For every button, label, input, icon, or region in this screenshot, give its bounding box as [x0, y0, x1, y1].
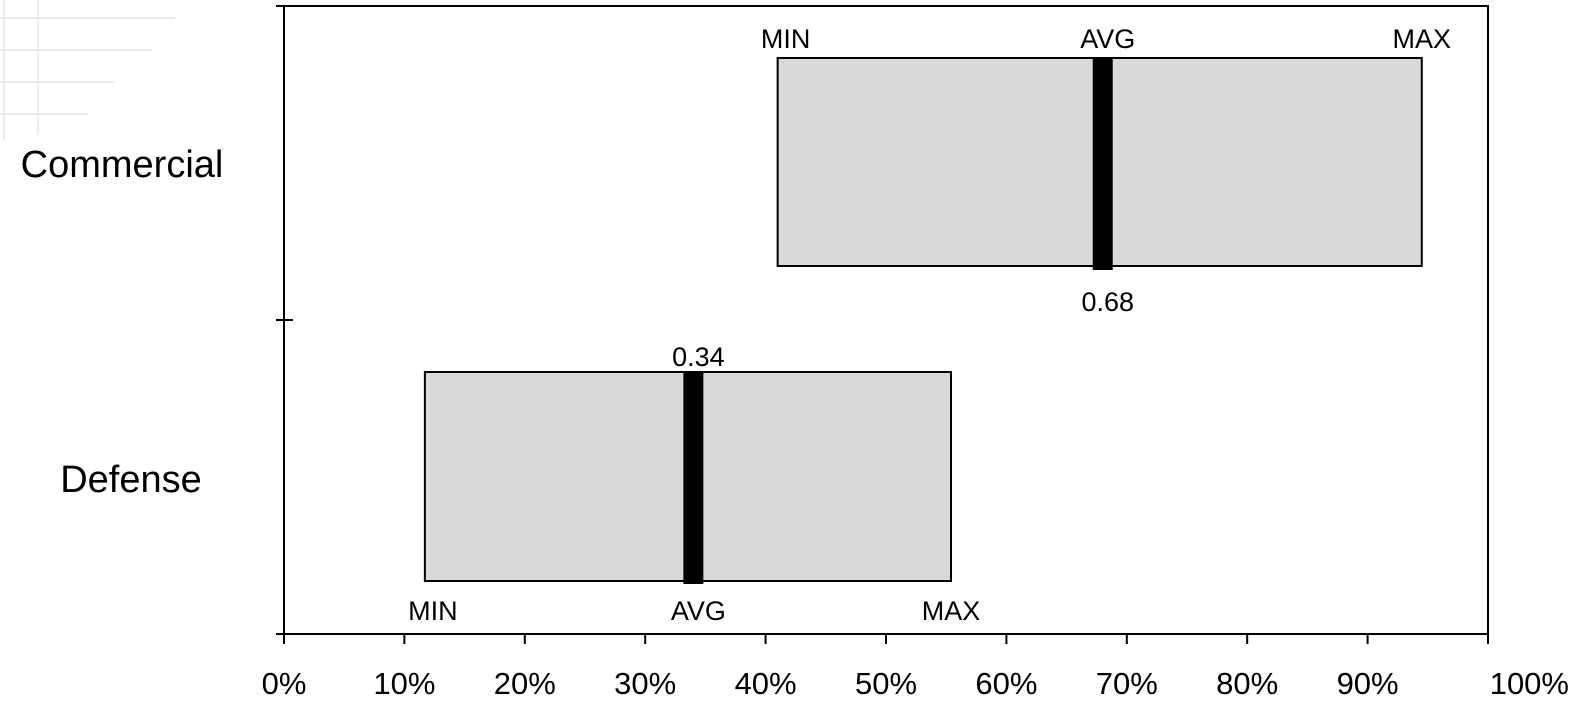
max-label: MAX	[922, 596, 981, 626]
x-tick-label: 40%	[735, 666, 797, 701]
category-label-defense: Defense	[60, 459, 202, 501]
x-tick-label: 80%	[1216, 666, 1278, 701]
avg-value-label: 0.34	[672, 342, 725, 372]
range-commercial: MIN AVG MAX 0.68	[761, 24, 1451, 317]
x-tick-label: 20%	[494, 666, 556, 701]
x-tick-label: 60%	[975, 666, 1037, 701]
x-tick-label: 70%	[1096, 666, 1158, 701]
max-label: MAX	[1393, 24, 1452, 54]
x-tick-label: 90%	[1337, 666, 1399, 701]
category-label-commercial: Commercial	[21, 144, 224, 186]
x-tick-label: 100%	[1490, 666, 1569, 701]
avg-label: AVG	[1080, 24, 1135, 54]
avg-marker	[683, 371, 704, 584]
avg-value-label: 0.68	[1081, 287, 1134, 317]
min-label: MIN	[761, 24, 811, 54]
x-tick-label: 50%	[855, 666, 917, 701]
min-label: MIN	[408, 596, 458, 626]
x-tick-label: 0%	[262, 666, 307, 701]
x-tick-label: 10%	[373, 666, 435, 701]
x-tick-label: 30%	[614, 666, 676, 701]
avg-label: AVG	[671, 596, 726, 626]
avg-marker	[1092, 58, 1113, 270]
range-defense: MIN AVG MAX 0.34	[408, 342, 980, 626]
x-axis: 0% 10% 20% 30% 40% 50% 60% 70% 80% 90% 100%	[262, 634, 1569, 701]
corner-decoration	[0, 0, 175, 140]
